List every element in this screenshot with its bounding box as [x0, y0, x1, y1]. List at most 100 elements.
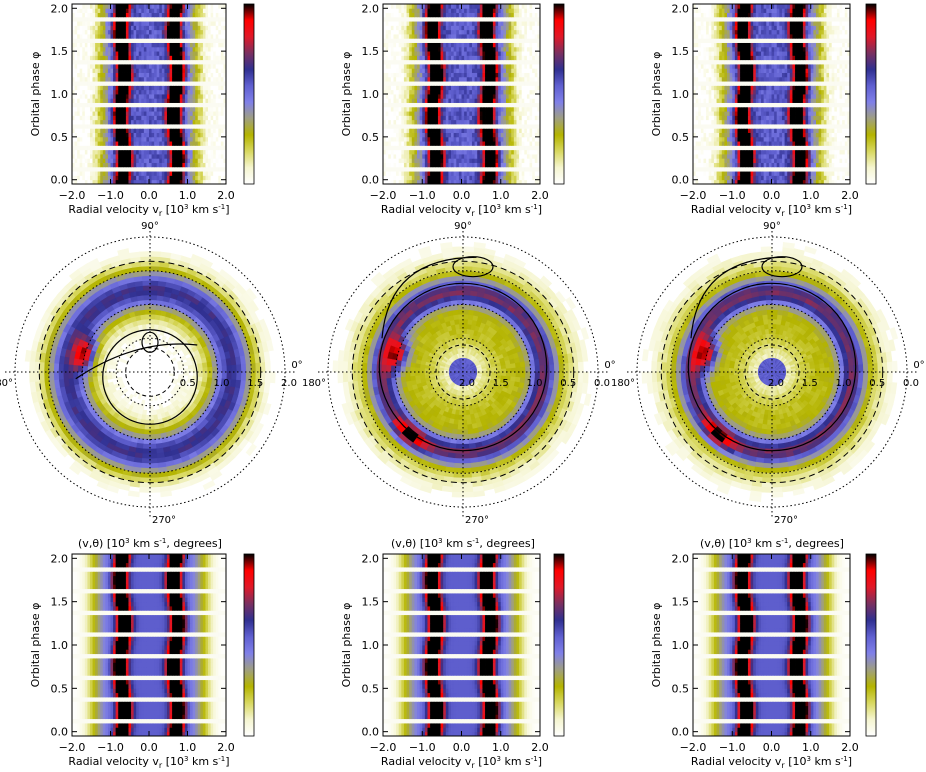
- y-tick-label: 1.5: [672, 596, 690, 609]
- overlay-curves: [627, 227, 917, 517]
- x-tick-label: −2.0: [680, 189, 707, 202]
- radial-tick-label: 1.0: [836, 378, 852, 389]
- y-tick-label: 1.0: [362, 88, 380, 101]
- x-tick-label: 0.0: [140, 189, 158, 202]
- y-tick-label: 2.0: [51, 2, 69, 15]
- radial-tick-label: 1.0: [214, 378, 230, 389]
- angle-label-180: 180°: [0, 378, 13, 389]
- radial-tick-label: 1.5: [493, 378, 509, 389]
- y-tick-label: 0.0: [362, 174, 380, 187]
- angle-label-270: 270°: [465, 515, 489, 526]
- y-tick-label: 1.0: [672, 639, 690, 652]
- y-tick-label: 1.0: [672, 88, 690, 101]
- y-tick-label: 0.0: [672, 174, 690, 187]
- y-tick-label: 2.0: [51, 552, 69, 565]
- heatmap-image: [72, 4, 226, 184]
- x-tick-label: 2.0: [841, 189, 859, 202]
- y-tick-label: 0.0: [672, 726, 690, 739]
- y-axis-label: Orbital phase φ: [29, 603, 42, 688]
- heatmap-image: [72, 554, 226, 736]
- y-tick-label: 0.5: [362, 131, 380, 144]
- y-tick-label: 2.0: [672, 552, 690, 565]
- x-tick-label: 0.0: [453, 741, 471, 754]
- angle-label-90: 90°: [763, 221, 781, 232]
- radial-tick-label: 0.0: [594, 378, 610, 389]
- y-tick-label: 1.0: [362, 639, 380, 652]
- y-tick-label: 1.5: [51, 596, 69, 609]
- x-tick-label: 1.0: [492, 741, 510, 754]
- y-tick-label: 1.5: [51, 45, 69, 58]
- x-tick-label: −1.0: [409, 741, 436, 754]
- doppler-map-image: [24, 248, 276, 498]
- y-tick-label: 0.5: [362, 682, 380, 695]
- heatmap-image: [383, 554, 540, 736]
- radial-tick-label: 0.0: [903, 378, 919, 389]
- angle-label-0: 0°: [913, 360, 924, 371]
- x-tick-label: 2.0: [531, 189, 549, 202]
- x-tick-label: 2.0: [217, 189, 235, 202]
- y-axis-label: Orbital phase φ: [29, 52, 42, 137]
- overlay-curves: [5, 227, 295, 517]
- y-tick-label: 0.5: [672, 682, 690, 695]
- y-tick-label: 0.5: [51, 131, 69, 144]
- radial-tick-label: 0.5: [560, 378, 576, 389]
- x-tick-label: 0.0: [763, 741, 781, 754]
- map-axis-label: (v,θ) [103 km s-1, degrees]: [391, 537, 535, 550]
- angle-label-270: 270°: [774, 515, 798, 526]
- x-tick-label: 1.0: [492, 189, 510, 202]
- y-tick-label: 0.5: [51, 682, 69, 695]
- x-tick-label: −2.0: [59, 741, 86, 754]
- colorbar: [865, 553, 877, 737]
- radial-tick-label: 1.5: [802, 378, 818, 389]
- x-tick-label: 0.0: [140, 741, 158, 754]
- radial-tick-label: 2.0: [459, 378, 475, 389]
- x-tick-label: −1.0: [97, 741, 124, 754]
- x-tick-label: 0.0: [453, 189, 471, 202]
- colorbar: [243, 3, 255, 185]
- radial-tick-label: 0.5: [869, 378, 885, 389]
- x-axis-label: Radial velocity vr [103 km s-1]: [381, 755, 542, 770]
- map-axis-label: (v,θ) [103 km s-1, degrees]: [78, 537, 222, 550]
- x-tick-label: 1.0: [802, 741, 820, 754]
- doppler-map-panel-middle-left: 90° 270° 180° 0° 0.5 1.0 1.5 2.0 (v,θ) [103 km s…: [0, 221, 303, 550]
- y-tick-label: 2.0: [672, 2, 690, 15]
- x-tick-label: −1.0: [409, 189, 436, 202]
- doppler-map-image: [332, 241, 592, 498]
- heatmap-image: [693, 4, 850, 184]
- angle-label-0: 0°: [604, 360, 615, 371]
- x-tick-label: −1.0: [97, 189, 124, 202]
- x-tick-label: −1.0: [719, 189, 746, 202]
- x-tick-label: −1.0: [719, 741, 746, 754]
- doppler-map-panel-middle-center: 90° 270° 180° 0° 2.0 1.5 1.0 0.5 0.0 (v,θ) [103 k…: [302, 221, 616, 550]
- y-tick-label: 0.0: [362, 726, 380, 739]
- angle-label-270: 270°: [152, 515, 176, 526]
- x-tick-label: 0.0: [763, 189, 781, 202]
- radial-tick-label: 1.0: [527, 378, 543, 389]
- y-tick-label: 1.5: [672, 45, 690, 58]
- y-axis-label: Orbital phase φ: [650, 52, 663, 137]
- x-tick-label: 2.0: [841, 741, 859, 754]
- colorbar: [553, 553, 565, 737]
- radial-tick-label: 0.5: [180, 378, 196, 389]
- x-axis-label: Radial velocity vr [103 km s-1]: [68, 755, 229, 770]
- x-axis-label: Radial velocity vr [103 km s-1]: [691, 755, 852, 770]
- y-tick-label: 1.5: [362, 45, 380, 58]
- colorbar: [553, 3, 565, 185]
- x-tick-label: 2.0: [217, 741, 235, 754]
- y-tick-label: 2.0: [362, 552, 380, 565]
- x-axis-label: Radial velocity vr [103 km s-1]: [691, 203, 852, 218]
- heatmap-image: [693, 554, 850, 736]
- x-tick-label: 1.0: [179, 741, 197, 754]
- y-tick-label: 0.5: [672, 131, 690, 144]
- y-tick-label: 0.0: [51, 726, 69, 739]
- doppler-map-panel-middle-right: 90° 270° 180° 0° 2.0 1.5 1.0 0.5 0.0 (v,θ) [103 k…: [611, 221, 925, 550]
- y-axis-label: Orbital phase φ: [340, 603, 353, 688]
- x-tick-label: −2.0: [59, 189, 86, 202]
